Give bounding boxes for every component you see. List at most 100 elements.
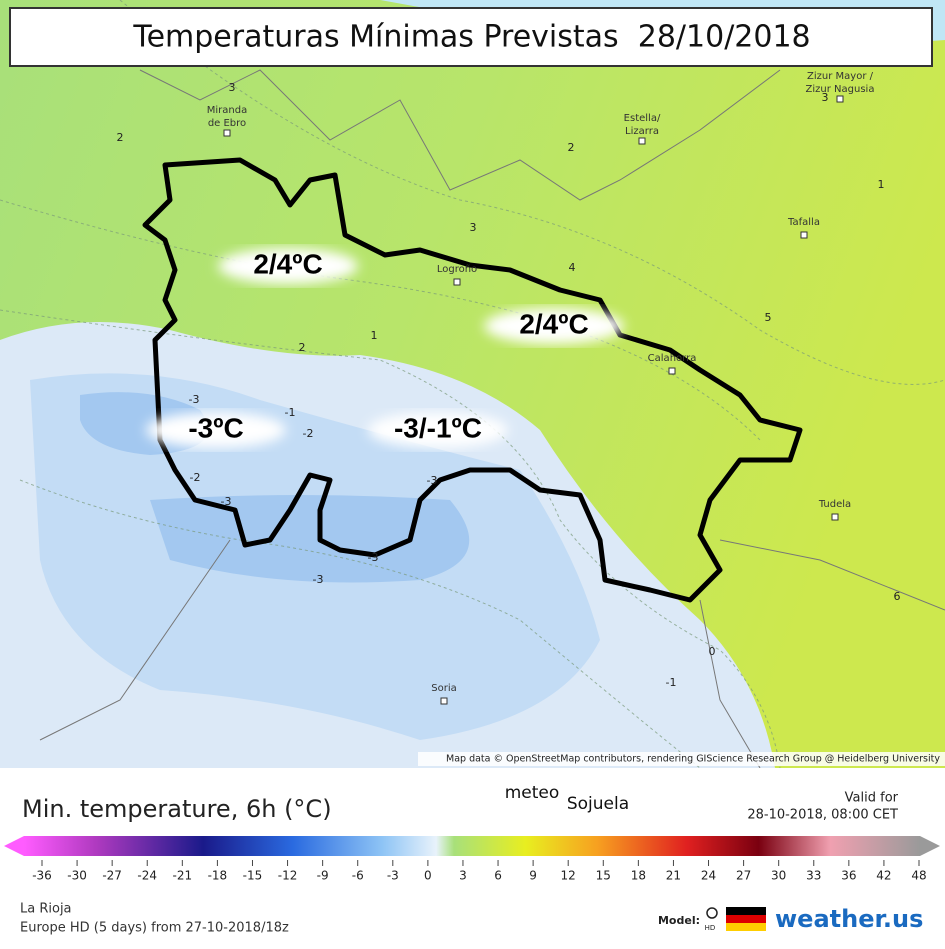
contour-label: -3 bbox=[189, 393, 200, 406]
scale-tick-label: 12 bbox=[561, 869, 576, 883]
label-glow bbox=[146, 412, 286, 448]
region-label: -3/-1ºC bbox=[394, 412, 482, 443]
contour-label: -3 bbox=[221, 495, 232, 508]
scale-tick-label: -21 bbox=[173, 869, 193, 883]
model-icon bbox=[706, 907, 718, 919]
label-glow bbox=[368, 412, 508, 448]
scale-tick-label: 30 bbox=[771, 869, 786, 883]
contour-label: 1 bbox=[371, 329, 378, 342]
scale-tick-label: 18 bbox=[631, 869, 646, 883]
scale-tick-label: 36 bbox=[841, 869, 856, 883]
place-name: Zizur Nagusia bbox=[806, 84, 875, 95]
place-marker bbox=[800, 231, 808, 239]
contour-label: 3 bbox=[470, 221, 477, 234]
place-name: Estella/ bbox=[624, 113, 661, 124]
scale-ticks: -36 -30 -27 -24 -21 -18 -15 -12 -9 -6 -3 0 3 6 9 12 15 18… bbox=[32, 860, 927, 883]
contour-label: 2 bbox=[299, 341, 306, 354]
contour-label: 2 bbox=[117, 131, 124, 144]
contour-label: 5 bbox=[765, 311, 772, 324]
place-marker bbox=[831, 513, 839, 521]
place-marker bbox=[223, 129, 231, 137]
scale-tick-label: 6 bbox=[494, 869, 502, 883]
scale-tick-label: 9 bbox=[529, 869, 537, 883]
scale-tick-label: 24 bbox=[701, 869, 716, 883]
scale-arrow bbox=[4, 836, 24, 856]
place-name: Logroño bbox=[437, 264, 477, 275]
place-name: Zizur Mayor / bbox=[807, 71, 874, 82]
contour-label: 4 bbox=[569, 261, 576, 274]
place-name: Soria bbox=[431, 683, 456, 694]
label-glow bbox=[484, 308, 624, 344]
region-name: La Rioja bbox=[20, 902, 72, 917]
legend-title: Min. temperature, 6h (°C) bbox=[22, 795, 332, 823]
place-name: de Ebro bbox=[208, 118, 246, 129]
attribution-bg bbox=[418, 752, 945, 766]
scale-tick-label: 15 bbox=[596, 869, 611, 883]
place-marker bbox=[836, 95, 844, 103]
scale-tick-label: 27 bbox=[736, 869, 751, 883]
valid-time: 28-10-2018, 08:00 CET bbox=[747, 808, 898, 823]
contour-label: -3 bbox=[313, 573, 324, 586]
region-label: 2/4ºC bbox=[253, 248, 322, 279]
scale-tick-label: -9 bbox=[317, 869, 329, 883]
flag bbox=[726, 915, 766, 923]
scale-tick-label: -15 bbox=[243, 869, 263, 883]
region-label: 2/4ºC bbox=[519, 308, 588, 339]
place-marker bbox=[440, 697, 448, 705]
scale-tick-label: -24 bbox=[137, 869, 157, 883]
place-marker bbox=[668, 367, 676, 375]
model-label: Model: bbox=[658, 914, 700, 927]
model-run: Europe HD (5 days) from 27-10-2018/18z bbox=[20, 921, 289, 936]
scale-tick-label: -36 bbox=[32, 869, 52, 883]
valid-label: Valid for bbox=[845, 791, 899, 806]
scale-tick-label: -18 bbox=[208, 869, 228, 883]
flag bbox=[726, 907, 766, 915]
site-logo: weather.us bbox=[775, 905, 923, 933]
scale-tick-label: -3 bbox=[387, 869, 399, 883]
borders bbox=[39, 69, 945, 769]
model-badge: HD bbox=[705, 924, 716, 932]
contour-label: -3 bbox=[368, 551, 379, 564]
title: Temperaturas Mínimas Previstas 28/10/201… bbox=[132, 20, 810, 55]
attribution: Map data © OpenStreetMap contributors, r… bbox=[446, 754, 940, 765]
label-glows bbox=[146, 248, 624, 448]
contour-label: -2 bbox=[190, 471, 201, 484]
label-glow bbox=[218, 248, 358, 284]
color-scale bbox=[24, 836, 920, 856]
scale-tick-label: 21 bbox=[666, 869, 681, 883]
contour-label: -2 bbox=[303, 427, 314, 440]
region-label: -3ºC bbox=[188, 412, 243, 443]
title-box bbox=[9, 7, 933, 67]
la-rioja-border bbox=[142, 157, 803, 603]
brand: meteo bbox=[505, 783, 560, 803]
contour-label: -1 bbox=[285, 406, 296, 419]
place-marker bbox=[453, 278, 461, 286]
place-name: Tudela bbox=[818, 499, 851, 510]
place-name: Calahorra bbox=[648, 353, 697, 364]
contour-label: 3 bbox=[822, 91, 829, 104]
scale-arrow bbox=[920, 836, 940, 856]
scale-tick-label: 0 bbox=[424, 869, 432, 883]
scale-tick-label: -12 bbox=[278, 869, 298, 883]
scale-tick-label: -6 bbox=[352, 869, 364, 883]
scale-tick-label: 33 bbox=[806, 869, 821, 883]
contour-label: 6 bbox=[894, 590, 901, 603]
place-name: Miranda bbox=[207, 105, 247, 116]
map-labels: Miranda de Ebro Estella/Lizarra Zizur Mayor… bbox=[117, 71, 901, 705]
place-name: Lizarra bbox=[625, 126, 659, 137]
contour-label: 0 bbox=[709, 645, 716, 658]
flag bbox=[726, 923, 766, 931]
contour-label: -1 bbox=[666, 676, 677, 689]
contour-label: -3 bbox=[427, 474, 438, 487]
brand: Sojuela bbox=[567, 794, 629, 814]
scale-tick-label: 3 bbox=[459, 869, 467, 883]
place-marker bbox=[638, 137, 646, 145]
contour-label: 2 bbox=[568, 141, 575, 154]
scale-tick-label: 42 bbox=[876, 869, 891, 883]
scale-tick-label: -30 bbox=[67, 869, 87, 883]
place-name: Tafalla bbox=[787, 217, 820, 228]
scale-tick-label: -27 bbox=[102, 869, 122, 883]
contours bbox=[0, 0, 945, 769]
